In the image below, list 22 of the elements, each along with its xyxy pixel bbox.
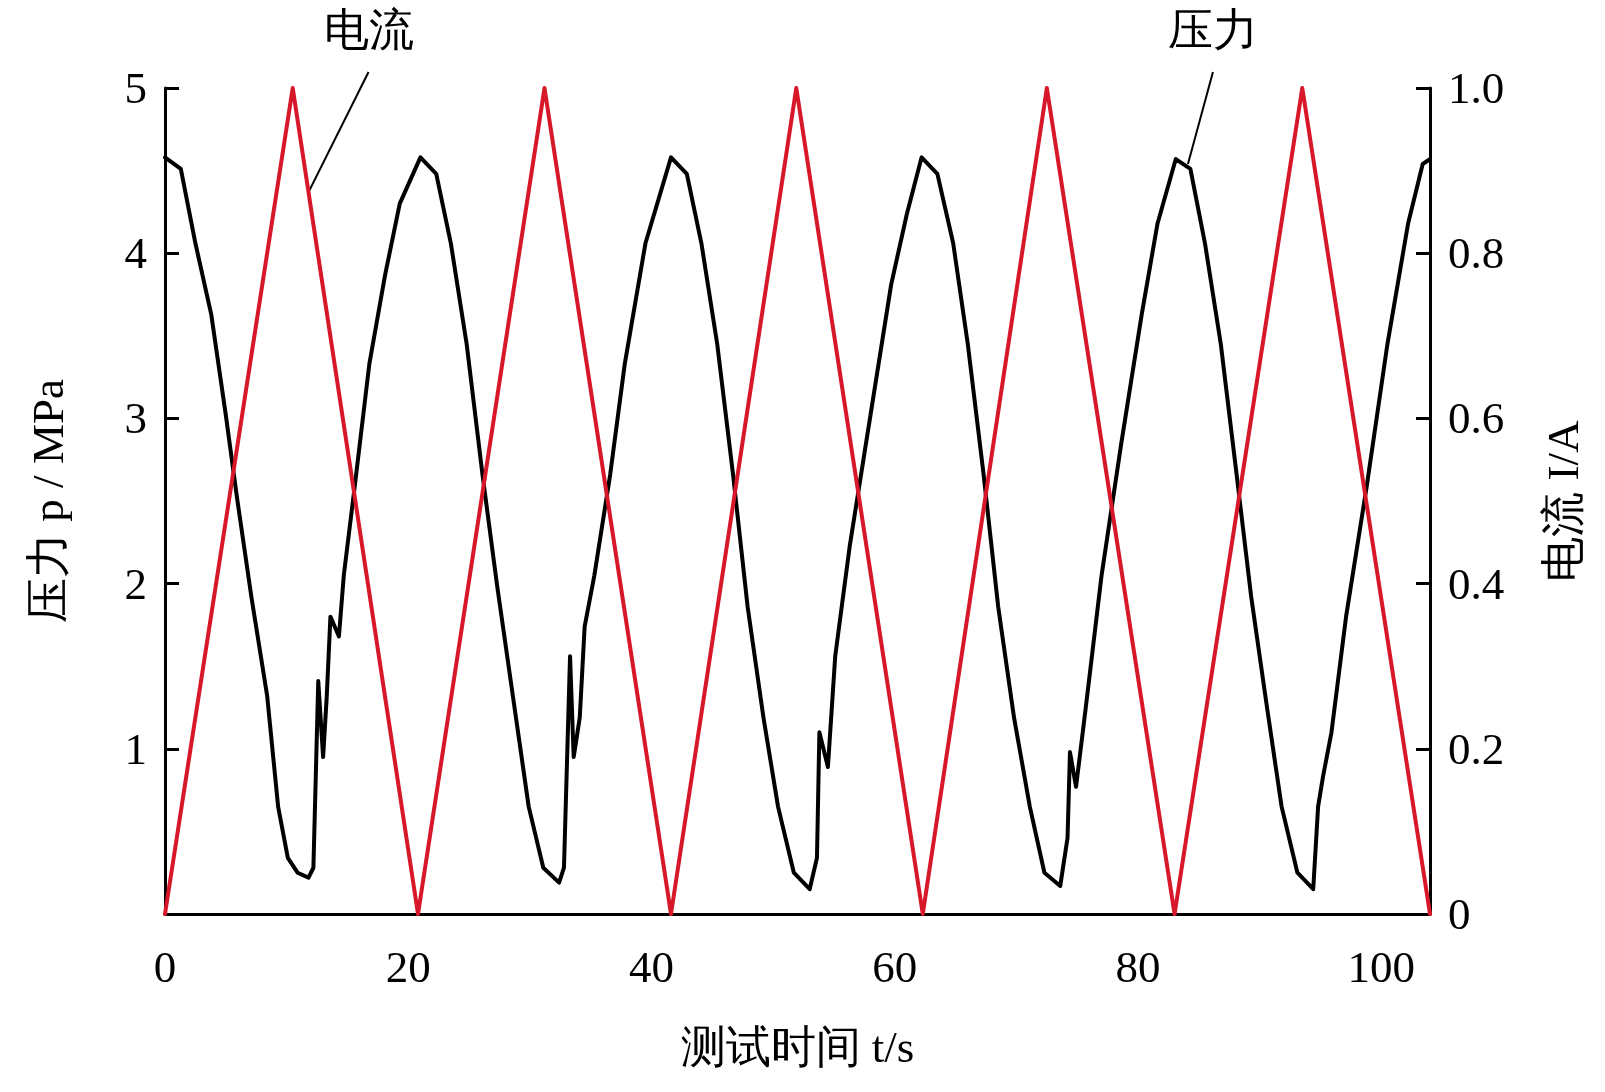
y-tick-label: 1 [124,723,147,774]
x-tick-label: 60 [872,941,918,992]
y2-axis-title: 电流 I/A [1537,419,1588,582]
x-axis-title: 测试时间 t/s [680,1021,915,1072]
y2-tick-label: 0.4 [1448,558,1505,609]
y2-tick-label: 1.0 [1448,63,1505,113]
annotation: 电流 [323,4,414,55]
x-tick-label: 40 [629,941,675,992]
y2-tick-label: 0.8 [1448,228,1505,279]
y2-tick-label: 0 [1448,889,1471,939]
x-tick-label: 0 [153,941,177,992]
y-tick-label: 5 [124,63,147,113]
y-tick-label: 2 [124,558,147,609]
y-tick-label: 4 [124,228,147,279]
x-tick-label: 80 [1115,941,1161,992]
y2-tick-label: 0.2 [1448,723,1505,774]
annotation: 压力 [1167,4,1258,55]
x-tick-label: 100 [1347,941,1416,992]
x-tick-label: 20 [385,941,431,992]
y-tick-label: 3 [124,393,147,444]
y-axis-title: 压力 p / MPa [22,379,73,623]
y2-tick-label: 0.6 [1448,393,1505,444]
